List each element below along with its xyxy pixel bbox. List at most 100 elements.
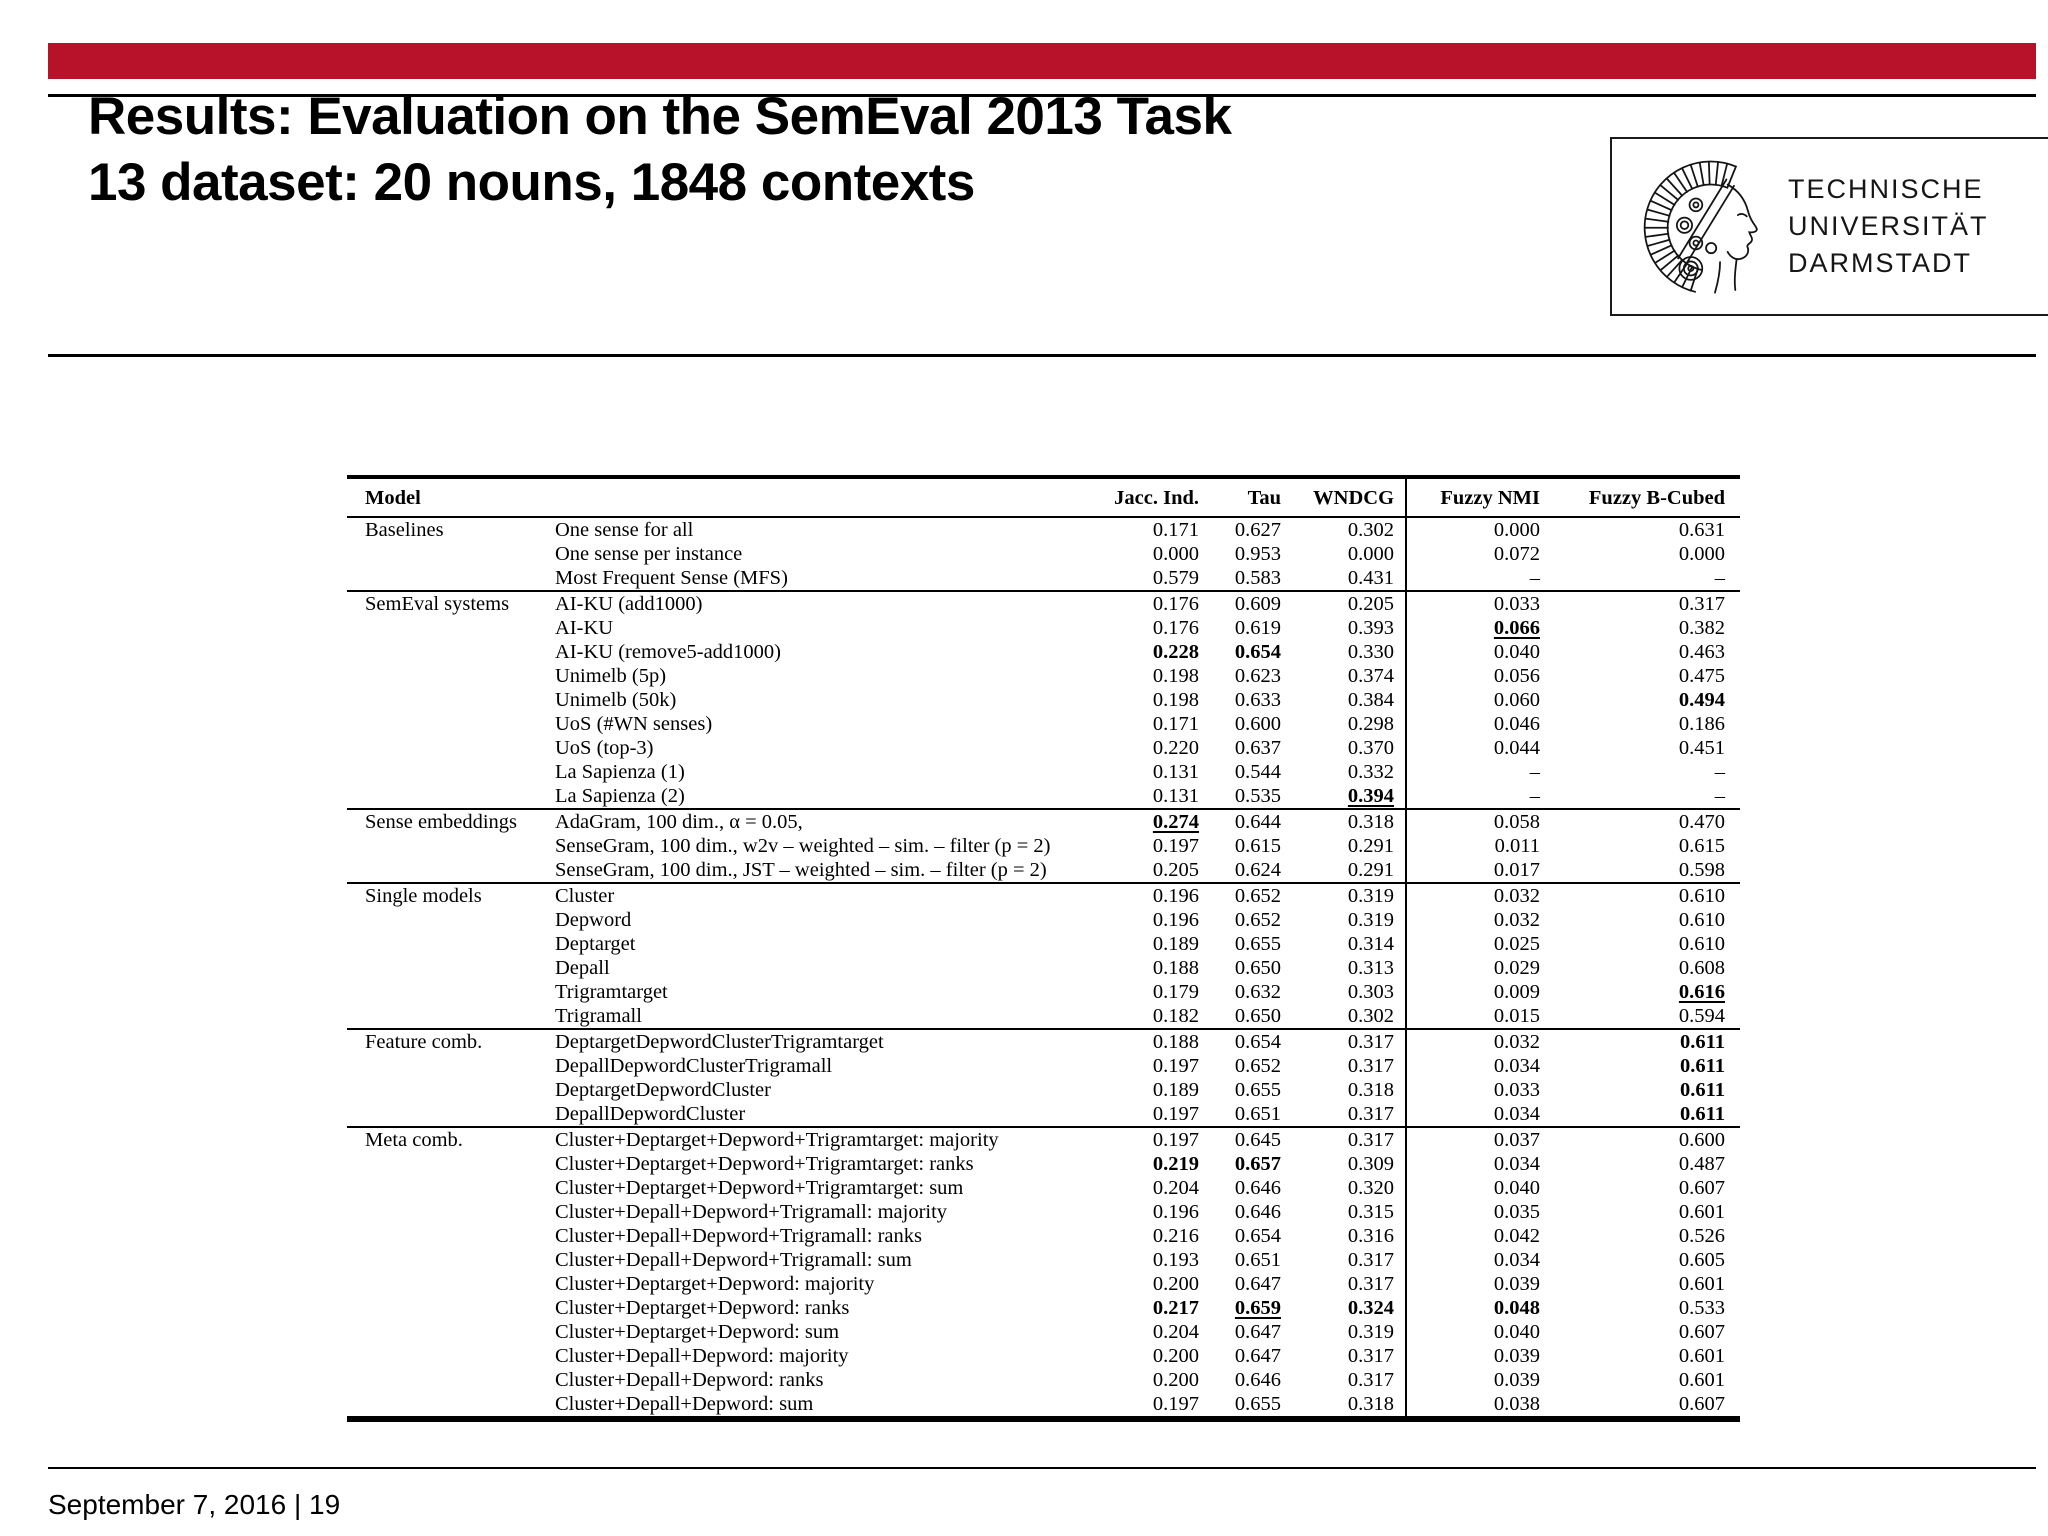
metric-cell-wndcg: 0.317 (1287, 1272, 1408, 1296)
metric-cell-bcubed: 0.382 (1678, 617, 1726, 639)
metric-cell-bcubed: – (1714, 567, 1726, 589)
metric-cell-nmi: 0.039 (1493, 1273, 1541, 1295)
model-label-cell: Cluster+Deptarget+Depword: ranks (555, 1297, 850, 1319)
table-header-row: Model Jacc. Ind. Tau WNDCG Fuzzy NMI Fuzzy B-… (347, 477, 1741, 518)
metric-cell-tau: 0.633 (1234, 689, 1282, 711)
metric-cell-wndcg: 0.302 (1287, 516, 1408, 542)
metric-cell-bcubed: 0.000 (1678, 543, 1726, 565)
metric-cell-nmi: 0.040 (1493, 1177, 1541, 1199)
metric-cell-tau: 0.650 (1234, 957, 1282, 979)
column-header-tau: Tau (1205, 477, 1288, 518)
metric-cell-wndcg: 0.315 (1287, 1200, 1408, 1224)
logo-text-line-1: TECHNISCHE (1788, 174, 1984, 204)
metric-cell-nmi: 0.060 (1493, 689, 1541, 711)
metric-cell-jacc: 0.216 (1152, 1225, 1200, 1247)
table-row: Unimelb (5p) 0.198 0.623 0.374 0.056 0.475 (347, 664, 1740, 688)
metric-cell-wndcg: 0.314 (1287, 932, 1408, 956)
table-row: La Sapienza (1) 0.131 0.544 0.332 – – (347, 760, 1740, 784)
metric-cell-tau: 0.650 (1234, 1005, 1282, 1027)
model-label-cell: AdaGram, 100 dim., α = 0.05, (555, 808, 1076, 834)
metric-cell-wndcg: 0.318 (1287, 1392, 1408, 1419)
metric-cell-tau: 0.655 (1234, 1079, 1282, 1101)
metric-cell-tau: 0.609 (1205, 590, 1288, 616)
model-label-cell: La Sapienza (1) (555, 761, 685, 783)
group-label-cell (347, 640, 555, 664)
results-table: Model Jacc. Ind. Tau WNDCG Fuzzy NMI Fuzzy B-… (347, 475, 1741, 1422)
metric-cell-nmi: 0.034 (1493, 1055, 1541, 1077)
metric-cell-jacc: 0.204 (1152, 1177, 1200, 1199)
metric-cell-tau: 0.654 (1234, 1225, 1282, 1247)
metric-cell-bcubed: 0.601 (1678, 1201, 1726, 1223)
metric-cell-tau: 0.646 (1234, 1201, 1282, 1223)
metric-cell-bcubed: 0.317 (1551, 590, 1741, 616)
metric-cell-wndcg: 0.317 (1287, 1344, 1408, 1368)
table-row: Most Frequent Sense (MFS) 0.579 0.583 0.431… (347, 566, 1740, 591)
metric-cell-jacc: 0.188 (1152, 957, 1200, 979)
metric-cell-nmi: 0.034 (1493, 1103, 1541, 1125)
metric-cell-jacc: 0.200 (1152, 1345, 1200, 1367)
group-label-cell (347, 616, 555, 640)
table-row: Meta comb. Cluster+Deptarget+Depword+Trig… (347, 1126, 1741, 1152)
table-section: Baselines One sense for all 0.171 0.627 0.30… (347, 516, 1741, 591)
metric-cell-bcubed: 0.610 (1551, 882, 1741, 908)
metric-cell-tau: 0.645 (1205, 1126, 1288, 1152)
model-label-cell: Cluster+Deptarget+Depword+Trigramtarget:… (555, 1126, 1076, 1152)
metric-cell-tau: 0.615 (1234, 835, 1282, 857)
table-row: La Sapienza (2) 0.131 0.535 0.394 – – (347, 784, 1740, 809)
metric-cell-nmi: 0.046 (1493, 713, 1541, 735)
metric-cell-tau: 0.619 (1234, 617, 1282, 639)
group-label-cell (347, 1392, 555, 1419)
model-label-cell: Cluster+Deptarget+Depword+Trigramtarget:… (555, 1177, 964, 1199)
model-label-cell: Deptarget (555, 933, 636, 955)
title-divider (48, 354, 2036, 357)
metric-cell-bcubed: 0.611 (1680, 1055, 1726, 1077)
table-row: AI-KU 0.176 0.619 0.393 0.066 0.382 (347, 616, 1740, 640)
metric-cell-jacc: 0.197 (1075, 1126, 1206, 1152)
metric-cell-jacc: 0.179 (1152, 981, 1200, 1003)
column-header-model: Model (347, 477, 1076, 518)
metric-cell-wndcg: 0.394 (1287, 784, 1408, 809)
metric-cell-nmi: 0.040 (1493, 641, 1541, 663)
metric-cell-wndcg: 0.302 (1287, 1004, 1408, 1029)
metric-cell-wndcg: 0.313 (1287, 956, 1408, 980)
group-label-cell (347, 1272, 555, 1296)
results-table-container: Model Jacc. Ind. Tau WNDCG Fuzzy NMI Fuzzy B-… (347, 475, 1741, 1422)
metric-cell-nmi: 0.034 (1493, 1153, 1541, 1175)
metric-cell-nmi: 0.015 (1493, 1005, 1541, 1027)
metric-cell-jacc: 0.200 (1152, 1273, 1200, 1295)
metric-cell-bcubed: 0.607 (1678, 1321, 1726, 1343)
metric-cell-jacc: 0.197 (1152, 1055, 1200, 1077)
metric-cell-tau: 0.646 (1234, 1177, 1282, 1199)
model-label-cell: DepallDepwordCluster (555, 1103, 746, 1125)
group-label-cell (347, 736, 555, 760)
metric-cell-tau: 0.647 (1234, 1345, 1282, 1367)
metric-cell-wndcg: 0.303 (1287, 980, 1408, 1004)
model-label-cell: Most Frequent Sense (MFS) (555, 567, 788, 589)
metric-cell-wndcg: 0.317 (1287, 1102, 1408, 1127)
metric-cell-jacc: 0.196 (1152, 1201, 1200, 1223)
metric-cell-bcubed: 0.463 (1678, 641, 1726, 663)
metric-cell-tau: 0.623 (1234, 665, 1282, 687)
model-label-cell: AI-KU (add1000) (555, 590, 1076, 616)
table-row: UoS (#WN senses) 0.171 0.600 0.298 0.046 0.18… (347, 712, 1740, 736)
metric-cell-bcubed: 0.610 (1678, 933, 1726, 955)
metric-cell-tau: 0.651 (1234, 1249, 1282, 1271)
model-label-cell: DeptargetDepwordClusterTrigramtarget (555, 1028, 1076, 1054)
slide-title: Results: Evaluation on the SemEval 2013 … (88, 84, 1588, 216)
group-label-cell: Meta comb. (347, 1126, 555, 1152)
metric-cell-nmi: 0.011 (1494, 835, 1541, 857)
metric-cell-jacc: 0.198 (1152, 689, 1200, 711)
metric-cell-tau: 0.652 (1234, 909, 1282, 931)
table-row: Deptarget 0.189 0.655 0.314 0.025 0.610 (347, 932, 1740, 956)
metric-cell-wndcg: 0.370 (1287, 736, 1408, 760)
group-label-cell (347, 932, 555, 956)
metric-cell-jacc: 0.000 (1152, 543, 1200, 565)
metric-cell-jacc: 0.131 (1152, 785, 1200, 807)
metric-cell-nmi: 0.040 (1493, 1321, 1541, 1343)
table-section: Meta comb. Cluster+Deptarget+Depword+Trig… (347, 1126, 1741, 1419)
model-label-cell: Unimelb (5p) (555, 665, 667, 687)
table-row: UoS (top-3) 0.220 0.637 0.370 0.044 0.451 (347, 736, 1740, 760)
university-logo: TECHNISCHE UNIVERSITÄT DARMSTADT (1610, 137, 2048, 316)
model-label-cell: Cluster+Depall+Depword: ranks (555, 1369, 824, 1391)
model-label-cell: Cluster (555, 882, 1076, 908)
